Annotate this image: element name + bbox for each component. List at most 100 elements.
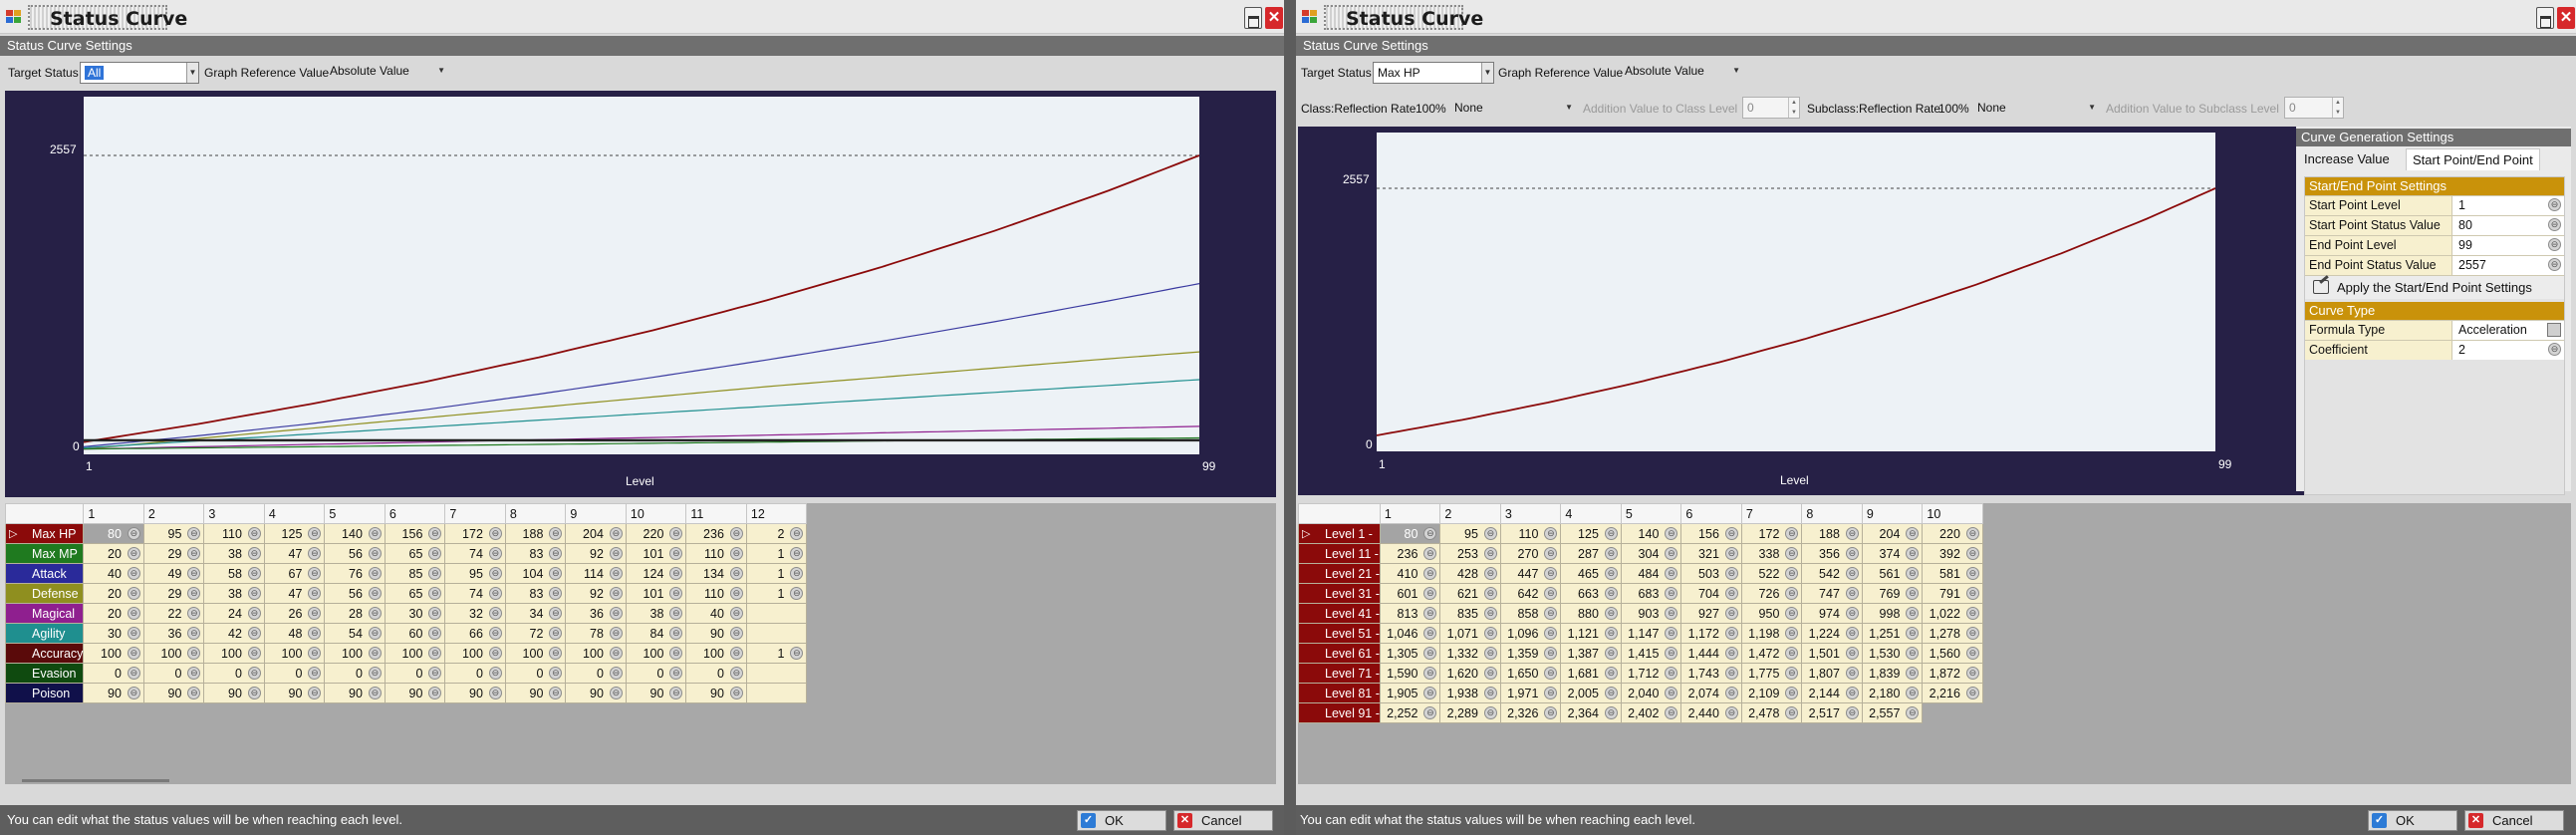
spinner-knob-icon[interactable]: ⊖ [1423, 607, 1437, 620]
spinner-knob-icon[interactable]: ⊖ [428, 567, 442, 580]
spinner-knob-icon[interactable]: ⊖ [187, 547, 201, 560]
spinner-knob-icon[interactable]: ⊖ [1724, 627, 1738, 640]
row-label[interactable]: Level 41 - [1298, 603, 1381, 624]
spinner-knob-icon[interactable]: ⊖ [1604, 587, 1618, 600]
value-cell[interactable]: 47 ⊖ [263, 543, 326, 564]
spinner-knob-icon[interactable]: ⊖ [1724, 587, 1738, 600]
spinner-knob-icon[interactable]: ⊖ [1604, 567, 1618, 580]
spinner-knob-icon[interactable]: ⊖ [1665, 647, 1678, 660]
table-row[interactable]: Evasion 0 ⊖ 0 ⊖ 0 ⊖ 0 ⊖ 0 ⊖ 0 ⊖ 0 ⊖ 0 ⊖ 0 ⊖ 0 ⊖ 0 ⊖ [5, 663, 808, 684]
value-cell[interactable]: 22 ⊖ [142, 603, 205, 624]
spinner-knob-icon[interactable]: ⊖ [609, 647, 623, 660]
chevron-down-icon[interactable]: ▼ [186, 63, 198, 83]
cancel-button[interactable]: ✕ Cancel [2464, 810, 2564, 831]
value-cell[interactable]: 156 ⊖ [1680, 523, 1742, 544]
value-cell[interactable]: 1 ⊖ [745, 643, 808, 664]
spinner-knob-icon[interactable]: ⊖ [790, 527, 804, 540]
value-cell[interactable]: 791 ⊖ [1922, 583, 1983, 604]
value-cell[interactable]: 522 ⊖ [1740, 563, 1803, 584]
spinner-knob-icon[interactable]: ⊖ [308, 567, 322, 580]
value-cell[interactable]: 40 ⊖ [83, 563, 144, 584]
spinner-knob-icon[interactable]: ⊖ [729, 587, 743, 600]
value-cell[interactable]: 769 ⊖ [1861, 583, 1924, 604]
value-cell[interactable]: 134 ⊖ [685, 563, 747, 584]
spinner-knob-icon[interactable]: ⊖ [127, 687, 140, 699]
spinner-knob-icon[interactable]: ⊖ [428, 527, 442, 540]
spinner-knob-icon[interactable]: ⊖ [1845, 667, 1859, 680]
spinner-knob-icon[interactable]: ⊖ [247, 627, 261, 640]
prop-value[interactable]: 99 [2452, 236, 2564, 255]
value-cell[interactable]: 858 ⊖ [1499, 603, 1562, 624]
value-cell[interactable]: 172 ⊖ [444, 523, 506, 544]
coefficient-value[interactable]: 2 [2452, 341, 2564, 360]
spinner-knob-icon[interactable]: ⊖ [127, 647, 140, 660]
value-cell[interactable]: 1,332 ⊖ [1439, 643, 1501, 664]
value-cell[interactable]: 48 ⊖ [263, 623, 326, 644]
value-cell[interactable]: 83 ⊖ [504, 583, 567, 604]
value-cell[interactable]: 1,620 ⊖ [1439, 663, 1501, 684]
spinner-knob-icon[interactable]: ⊖ [1665, 627, 1678, 640]
spinner-knob-icon[interactable]: ⊖ [609, 527, 623, 540]
value-cell[interactable]: 90 ⊖ [83, 683, 144, 703]
value-cell[interactable]: 0 ⊖ [504, 663, 567, 684]
table-row[interactable]: ▷ Level 1 - 80 ⊖ 95 ⊖ 110 ⊖ 125 ⊖ 140 ⊖ 156 ⊖ 172 ⊖ 188 ⊖… [1298, 523, 1983, 544]
value-cell[interactable]: 100 ⊖ [142, 643, 205, 664]
value-cell[interactable]: 20 ⊖ [83, 543, 144, 564]
spinner-knob-icon[interactable]: ⊖ [1665, 547, 1678, 560]
value-cell[interactable]: 0 ⊖ [142, 663, 205, 684]
spinner-knob-icon[interactable]: ⊖ [187, 587, 201, 600]
spinner-knob-icon[interactable]: ⊖ [187, 567, 201, 580]
spinner-knob-icon[interactable]: ⊖ [1785, 607, 1799, 620]
spinner-knob-icon[interactable]: ⊖ [1483, 667, 1497, 680]
value-cell[interactable]: 156 ⊖ [384, 523, 446, 544]
value-cell[interactable]: 2,440 ⊖ [1680, 702, 1742, 723]
value-cell[interactable]: 1,905 ⊖ [1379, 683, 1441, 703]
spinner-knob-icon[interactable]: ⊖ [1665, 687, 1678, 699]
spinner-knob-icon[interactable]: ⊖ [1965, 527, 1979, 540]
value-cell[interactable]: 66 ⊖ [444, 623, 506, 644]
spinner-knob-icon[interactable]: ⊖ [1483, 706, 1497, 719]
value-cell[interactable]: 90 ⊖ [625, 683, 687, 703]
ok-button[interactable]: ✓ OK [2368, 810, 2457, 831]
value-cell[interactable]: 1,387 ⊖ [1560, 643, 1622, 664]
spinner-knob-icon[interactable]: ⊖ [368, 687, 382, 699]
spinner-knob-icon[interactable]: ⊖ [428, 627, 442, 640]
spinner-knob-icon[interactable]: ⊖ [549, 607, 563, 620]
table-row[interactable]: Accuracy 100 ⊖ 100 ⊖ 100 ⊖ 100 ⊖ 100 ⊖ 100 ⊖ 100 ⊖ 100 ⊖… [5, 643, 808, 664]
value-cell[interactable]: 40 ⊖ [685, 603, 747, 624]
spinner-knob-icon[interactable]: ⊖ [127, 667, 140, 680]
spinner-knob-icon[interactable]: ⊖ [187, 647, 201, 660]
column-header[interactable]: 8 [504, 503, 567, 524]
spinner-knob-icon[interactable]: ⊖ [368, 667, 382, 680]
value-cell[interactable]: 0 ⊖ [324, 663, 386, 684]
restore-button[interactable] [2536, 7, 2554, 29]
spinner-knob-icon[interactable]: ⊖ [609, 607, 623, 620]
spinner-knob-icon[interactable]: ⊖ [187, 627, 201, 640]
value-cell[interactable]: 20 ⊖ [83, 583, 144, 604]
spinner-knob-icon[interactable]: ⊖ [1906, 527, 1920, 540]
spinner-knob-icon[interactable]: ⊖ [1483, 647, 1497, 660]
value-cell[interactable]: 90 ⊖ [565, 683, 627, 703]
value-cell[interactable]: 67 ⊖ [263, 563, 326, 584]
value-cell[interactable]: 304 ⊖ [1620, 543, 1682, 564]
value-cell[interactable]: 49 ⊖ [142, 563, 205, 584]
spinner-knob-icon[interactable]: ⊖ [1604, 527, 1618, 540]
value-cell[interactable]: 28 ⊖ [324, 603, 386, 624]
spinner-knob-icon[interactable]: ⊖ [2548, 218, 2561, 231]
value-cell[interactable]: 100 ⊖ [203, 643, 265, 664]
spinner-knob-icon[interactable]: ⊖ [2548, 198, 2561, 211]
value-cell[interactable]: 601 ⊖ [1379, 583, 1441, 604]
value-cell[interactable]: 465 ⊖ [1560, 563, 1622, 584]
spinner-knob-icon[interactable]: ⊖ [368, 607, 382, 620]
row-label[interactable]: Level 81 - [1298, 683, 1381, 703]
coefficient-row[interactable]: Coefficient 2 ⊖ [2305, 340, 2564, 360]
spinner-knob-icon[interactable]: ⊖ [1544, 607, 1558, 620]
value-cell[interactable] [745, 663, 808, 684]
spinner-knob-icon[interactable]: ⊖ [1423, 627, 1437, 640]
value-cell[interactable]: 1 ⊖ [745, 563, 808, 584]
status-grid[interactable]: 1 2 3 4 5 6 7 8 9 10 11 12 ▷ Max HP 80 ⊖ 95 ⊖ 110 ⊖ 125 ⊖ 140 ⊖… [5, 503, 808, 703]
table-row[interactable]: Level 31 -601 ⊖ 621 ⊖ 642 ⊖ 663 ⊖ 683 ⊖ 704 ⊖ 726 ⊖ 74… [1298, 583, 1983, 604]
row-label[interactable]: Level 61 - [1298, 643, 1381, 664]
spinner-knob-icon[interactable]: ⊖ [1665, 567, 1678, 580]
subclass-combo[interactable]: None ▼ [1973, 97, 2098, 119]
